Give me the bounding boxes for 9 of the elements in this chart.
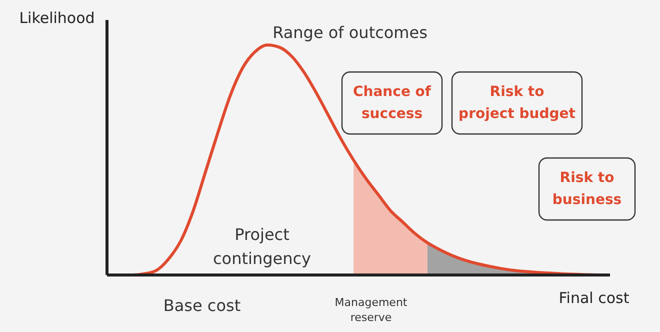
text: Base cost bbox=[163, 296, 241, 315]
annotation: Risk to project budget bbox=[458, 84, 576, 122]
annotation: Chance of success bbox=[352, 84, 432, 122]
y-axis-title: Likelihood bbox=[19, 9, 95, 27]
text: Management reserve bbox=[334, 296, 408, 324]
text: Range of outcomes bbox=[272, 23, 428, 42]
annotation: Risk to business bbox=[552, 170, 622, 208]
x-axis-title: Final cost bbox=[558, 289, 630, 307]
annotation: Project contingency bbox=[213, 225, 311, 268]
